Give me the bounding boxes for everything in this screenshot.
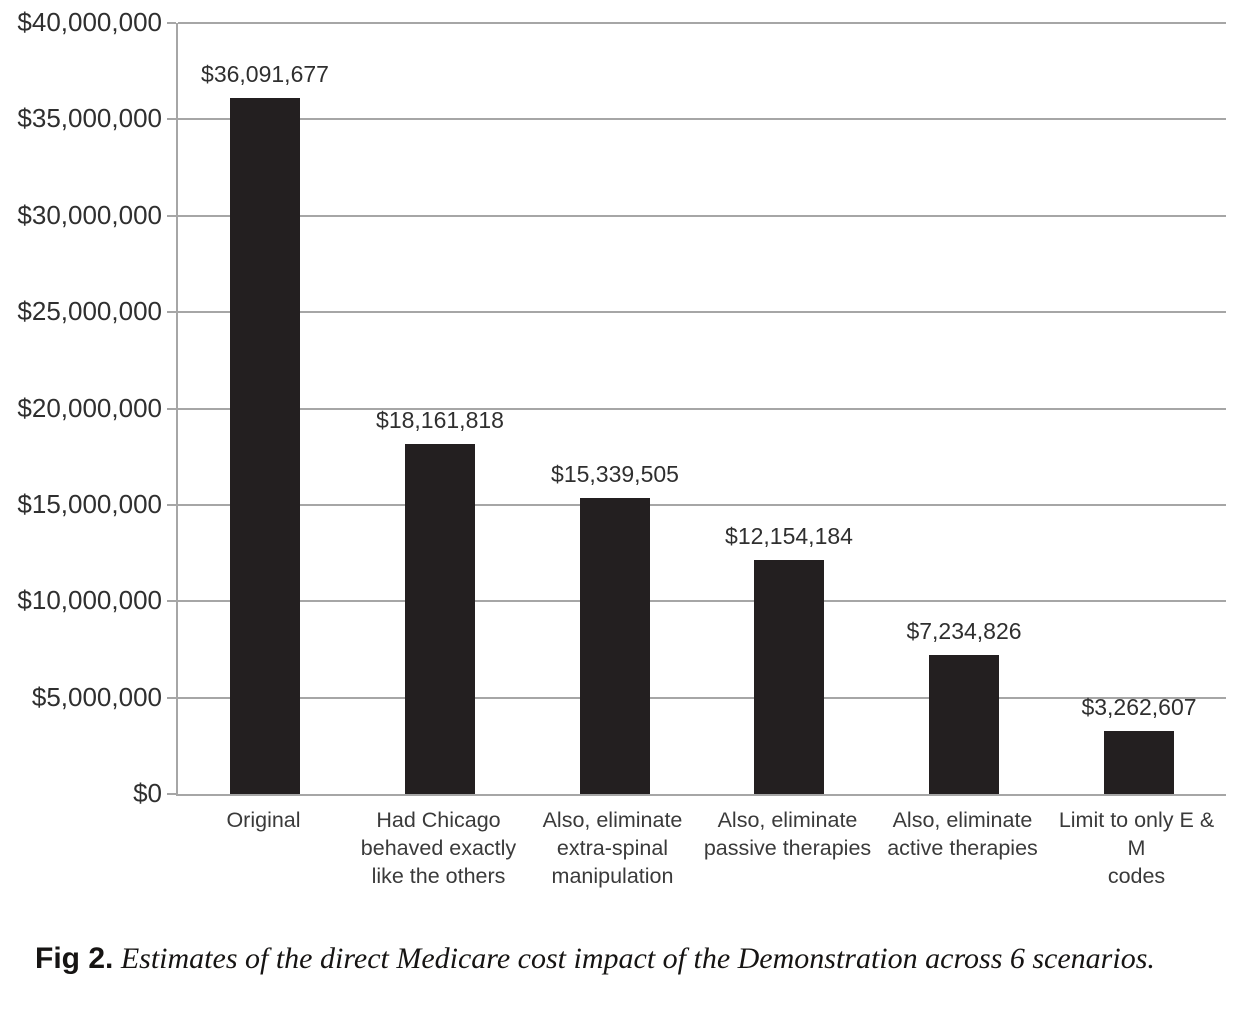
bar-1	[230, 98, 300, 794]
gridline	[178, 503, 1226, 506]
gridline	[178, 696, 1226, 699]
bar-2	[405, 444, 475, 794]
bar-6	[1104, 731, 1174, 794]
y-tick-mark	[167, 118, 176, 121]
figure-number-label: Fig 2.	[35, 942, 114, 975]
y-tick-label: $5,000,000	[31, 681, 162, 712]
y-tick-label: $30,000,000	[17, 199, 162, 230]
x-category-label: Also, eliminate extra-spinal manipulatio…	[542, 808, 683, 888]
y-tick-label: $25,000,000	[17, 296, 162, 327]
gridline	[178, 311, 1226, 314]
y-tick-label: $35,000,000	[17, 103, 162, 134]
bar-3	[580, 498, 650, 794]
bar-value-label: $3,262,607	[1081, 694, 1197, 720]
bar-value-label: $15,339,505	[551, 461, 679, 487]
y-tick-mark	[167, 793, 176, 795]
x-category-label: Had Chicago behaved exactly like the oth…	[360, 808, 517, 888]
gridline	[178, 22, 1226, 24]
gridline	[178, 407, 1226, 410]
bar-value-label: $18,161,818	[376, 407, 504, 433]
figure-caption: Fig 2. Estimates of the direct Medicare …	[35, 942, 1215, 976]
y-tick-label: $20,000,000	[17, 392, 162, 423]
x-category-label: Limit to only E & M codes	[1058, 808, 1215, 888]
plot-area: $36,091,677 $18,161,818 $15,339,505 $12,154…	[167, 22, 1226, 796]
gridline	[178, 214, 1226, 217]
bar-value-label: $36,091,677	[201, 61, 329, 87]
figure-caption-text: Estimates of the direct Medicare cost im…	[113, 942, 1155, 975]
bar-value-label: $12,154,184	[725, 523, 853, 549]
y-tick-mark	[167, 407, 176, 410]
bar-value-label: $7,234,826	[906, 618, 1022, 644]
y-tick-mark	[167, 214, 176, 217]
y-tick-mark	[167, 696, 176, 699]
gridline	[178, 600, 1226, 603]
bar-5	[929, 655, 999, 794]
x-category-label: Also, eliminate passive therapies	[703, 808, 872, 860]
y-tick-label: $15,000,000	[17, 488, 162, 519]
x-category-label: Also, eliminate active therapies	[887, 808, 1038, 860]
y-tick-mark	[167, 600, 176, 603]
y-tick-label: $10,000,000	[17, 585, 162, 616]
x-category-label: Original	[226, 808, 301, 832]
gridline	[178, 118, 1226, 121]
y-tick-mark	[167, 503, 176, 506]
bar-4	[754, 560, 824, 794]
y-tick-mark	[167, 22, 176, 24]
y-tick-label: $40,000,000	[17, 7, 162, 37]
y-tick-mark	[167, 311, 176, 314]
y-tick-label: $0	[133, 778, 162, 808]
